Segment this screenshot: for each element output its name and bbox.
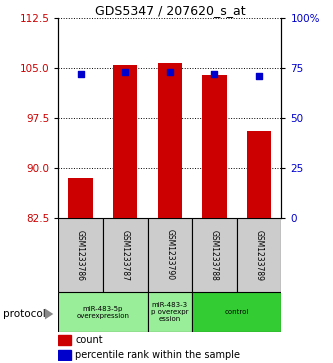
Point xyxy=(123,69,128,75)
Bar xyxy=(247,131,271,218)
Bar xyxy=(192,218,237,292)
Text: protocol: protocol xyxy=(3,309,46,319)
Text: GSM1233790: GSM1233790 xyxy=(165,229,174,281)
Bar xyxy=(103,218,148,292)
Text: miR-483-3
p overexpr
ession: miR-483-3 p overexpr ession xyxy=(151,302,188,322)
Bar xyxy=(58,335,71,345)
Text: GSM1233786: GSM1233786 xyxy=(76,229,85,281)
Point xyxy=(78,71,83,77)
Text: GSM1233789: GSM1233789 xyxy=(254,229,264,281)
Text: GSM1233787: GSM1233787 xyxy=(121,229,130,281)
Bar xyxy=(158,63,182,218)
Bar xyxy=(58,350,71,360)
Point xyxy=(256,73,262,79)
Bar xyxy=(58,292,148,332)
Text: percentile rank within the sample: percentile rank within the sample xyxy=(75,350,240,360)
Text: GSM1233788: GSM1233788 xyxy=(210,229,219,281)
Polygon shape xyxy=(45,309,53,319)
Title: GDS5347 / 207620_s_at: GDS5347 / 207620_s_at xyxy=(95,4,245,17)
Point xyxy=(167,69,172,75)
Text: miR-483-5p
overexpression: miR-483-5p overexpression xyxy=(76,306,130,319)
Bar xyxy=(202,75,227,218)
Bar xyxy=(58,218,103,292)
Bar xyxy=(237,218,281,292)
Bar xyxy=(68,178,93,218)
Bar xyxy=(148,292,192,332)
Text: control: control xyxy=(224,309,249,315)
Point xyxy=(212,71,217,77)
Text: count: count xyxy=(75,335,103,345)
Bar xyxy=(192,292,281,332)
Bar xyxy=(148,218,192,292)
Bar xyxy=(113,65,138,218)
